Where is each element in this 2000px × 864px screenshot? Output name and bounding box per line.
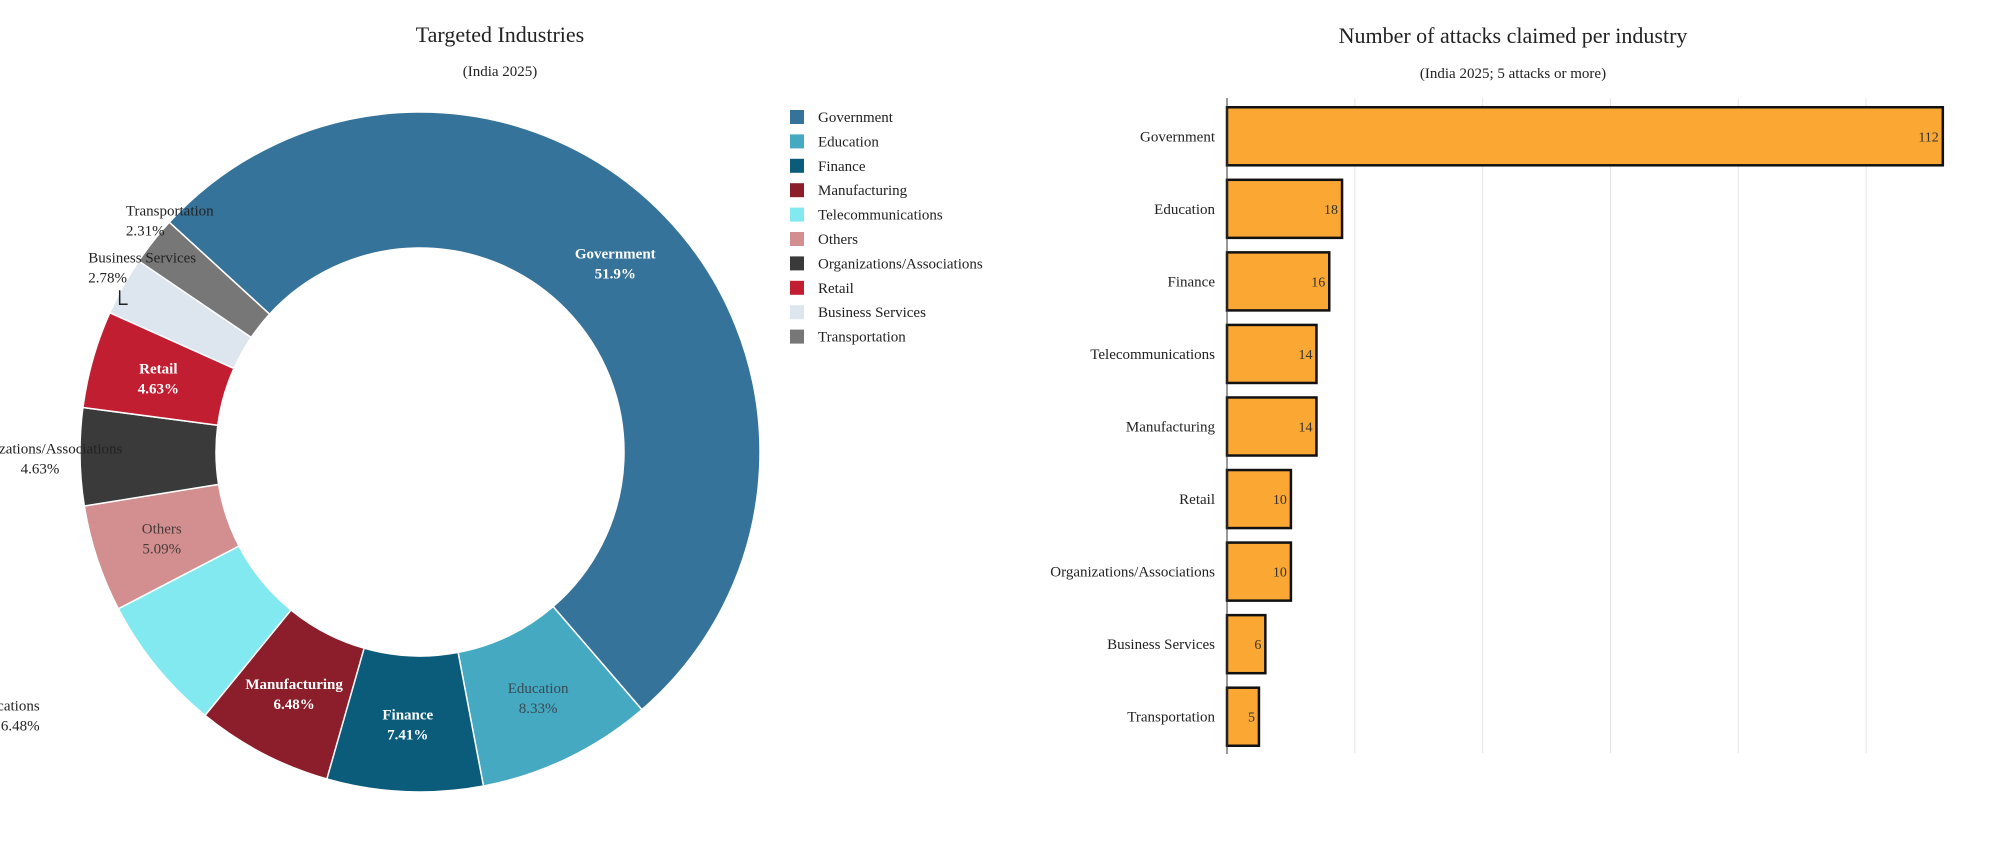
bar-value-label-government: 112: [1918, 130, 1938, 145]
bar-organizations-associations[interactable]: [1225, 541, 1293, 602]
donut-slice-label-name: Retail: [139, 362, 177, 378]
bar-chart: Number of attacks claimed per industry (…: [1050, 23, 1945, 754]
donut-slice-label-value: 5.09%: [142, 541, 181, 557]
bar-value-label-finance: 16: [1311, 275, 1325, 290]
bar-chart-subtitle: (India 2025; 5 attacks or more): [1420, 66, 1606, 82]
legend-swatch-manufacturing: [790, 183, 804, 198]
donut-slice-label-value: 6.48%: [274, 697, 315, 713]
legend-swatch-education: [790, 134, 804, 149]
bar-category-labels: Government Education Finance Telecommunicat…: [1050, 129, 1216, 725]
donut-slice-label-name: Telecommunications: [0, 698, 40, 714]
bar-category-label-education: Education: [1154, 202, 1215, 218]
bar-chart-title: Number of attacks claimed per industry: [1339, 23, 1688, 48]
donut-slice-transportation[interactable]: [137, 221, 271, 339]
legend-label-education[interactable]: Education: [818, 134, 879, 150]
bar-value-label-telecommunications: 14: [1298, 348, 1312, 363]
donut-chart: Targeted Industries (India 2025) Governm…: [0, 22, 983, 793]
bar-retail[interactable]: [1225, 468, 1293, 530]
legend-label-telecommunications[interactable]: Telecommunications: [818, 208, 943, 224]
donut-slice-label-value: 4.63%: [138, 382, 179, 398]
bar-value-label-organizations-associations: 10: [1273, 566, 1287, 581]
legend-label-government[interactable]: Government: [818, 110, 894, 126]
bar-government[interactable]: [1225, 106, 1945, 167]
legend-label-others[interactable]: Others: [818, 232, 858, 248]
bar-value-label-education: 18: [1324, 203, 1338, 218]
bar-category-label-transportation: Transportation: [1127, 710, 1215, 726]
donut-slice-label-name: Finance: [382, 708, 433, 724]
donut-slice-government[interactable]: [168, 111, 761, 711]
donut-slice-label-retail: Retail 4.63%: [138, 362, 179, 398]
legend-swatch-organizations-associations: [790, 256, 804, 271]
legend-swatch-business-services: [790, 305, 804, 320]
legend-label-finance[interactable]: Finance: [818, 159, 866, 175]
donut-slice-labels: Government 51.9% Education 8.33% Finance 7.41…: [0, 203, 656, 743]
bar-marks: [1225, 106, 1945, 747]
legend-swatch-finance: [790, 158, 804, 173]
bar-value-label-transportation: 5: [1248, 711, 1255, 726]
bar-manufacturing[interactable]: [1225, 396, 1318, 457]
donut-slice-label-name: Others: [142, 521, 182, 537]
donut-slice-label-name: Business Services: [88, 251, 196, 267]
bar-gridlines: [1354, 98, 1867, 753]
donut-slice-label-telecommunications: Telecommunications 6.48%: [0, 698, 40, 734]
legend-swatch-retail: [790, 280, 804, 295]
legend-swatch-transportation: [790, 329, 804, 344]
bar-category-label-business-services: Business Services: [1107, 637, 1215, 653]
bar-category-label-government: Government: [1140, 129, 1216, 145]
bar-category-label-manufacturing: Manufacturing: [1126, 420, 1216, 436]
donut-slice-label-name: Education: [508, 681, 569, 697]
legend-swatch-others: [790, 232, 804, 246]
legend-label-manufacturing[interactable]: Manufacturing: [818, 183, 908, 199]
bar-category-label-retail: Retail: [1179, 492, 1215, 508]
donut-slices: [79, 111, 761, 793]
bar-category-label-organizations-associations: Organizations/Associations: [1050, 565, 1215, 581]
legend-swatch-telecommunications: [790, 207, 804, 222]
donut-slice-label-name: Manufacturing: [245, 677, 343, 693]
donut-slice-label-government: Government 51.9%: [575, 247, 656, 283]
donut-slice-label-others: Others 5.09%: [142, 521, 182, 557]
donut-chart-title: Targeted Industries: [416, 22, 585, 47]
legend-label-business-services[interactable]: Business Services: [818, 305, 926, 321]
donut-slice-label-transportation: Transportation 2.31%: [126, 203, 214, 239]
donut-leader-line-business-services: [118, 290, 128, 306]
donut-slice-label-value: 8.33%: [519, 701, 558, 717]
donut-slice-label-organizations-associations: Organizations/Associations 4.63%: [0, 441, 123, 477]
bar-value-labels: 112 18 16 14 14 10 10 6 5: [1248, 130, 1939, 725]
donut-slice-label-value: 2.31%: [126, 223, 165, 239]
donut-slice-label-business-services: Business Services 2.78%: [88, 251, 196, 287]
donut-chart-subtitle: (India 2025): [463, 64, 538, 80]
bar-category-label-finance: Finance: [1168, 274, 1216, 290]
donut-slice-label-name: Organizations/Associations: [0, 441, 123, 457]
legend-label-retail[interactable]: Retail: [818, 281, 854, 297]
donut-slice-label-value: 7.41%: [387, 728, 428, 744]
bar-telecommunications[interactable]: [1225, 323, 1318, 385]
bar-education[interactable]: [1225, 178, 1344, 240]
donut-legend: Government Education Finance Manufacturing T…: [790, 110, 983, 346]
bar-category-label-telecommunications: Telecommunications: [1090, 347, 1215, 363]
donut-slice-label-name: Transportation: [126, 203, 214, 219]
bar-value-label-business-services: 6: [1254, 638, 1261, 653]
legend-label-transportation[interactable]: Transportation: [818, 330, 906, 346]
bar-finance[interactable]: [1225, 251, 1331, 312]
donut-slice-label-value: 4.63%: [21, 461, 60, 477]
donut-slice-label-manufacturing: Manufacturing 6.48%: [245, 677, 343, 713]
donut-slice-label-value: 6.48%: [1, 718, 40, 734]
donut-slice-label-value: 51.9%: [595, 267, 636, 283]
bar-value-label-retail: 10: [1273, 493, 1287, 508]
donut-slice-label-name: Government: [575, 247, 656, 263]
donut-slice-label-value: 2.78%: [88, 271, 127, 287]
legend-label-organizations-associations[interactable]: Organizations/Associations: [818, 256, 983, 272]
donut-slice-label-finance: Finance 7.41%: [382, 708, 433, 744]
donut-slice-label-education: Education 8.33%: [508, 681, 569, 717]
bar-transportation[interactable]: [1225, 686, 1261, 747]
bar-value-label-manufacturing: 14: [1298, 421, 1312, 436]
legend-swatch-government: [790, 110, 804, 124]
